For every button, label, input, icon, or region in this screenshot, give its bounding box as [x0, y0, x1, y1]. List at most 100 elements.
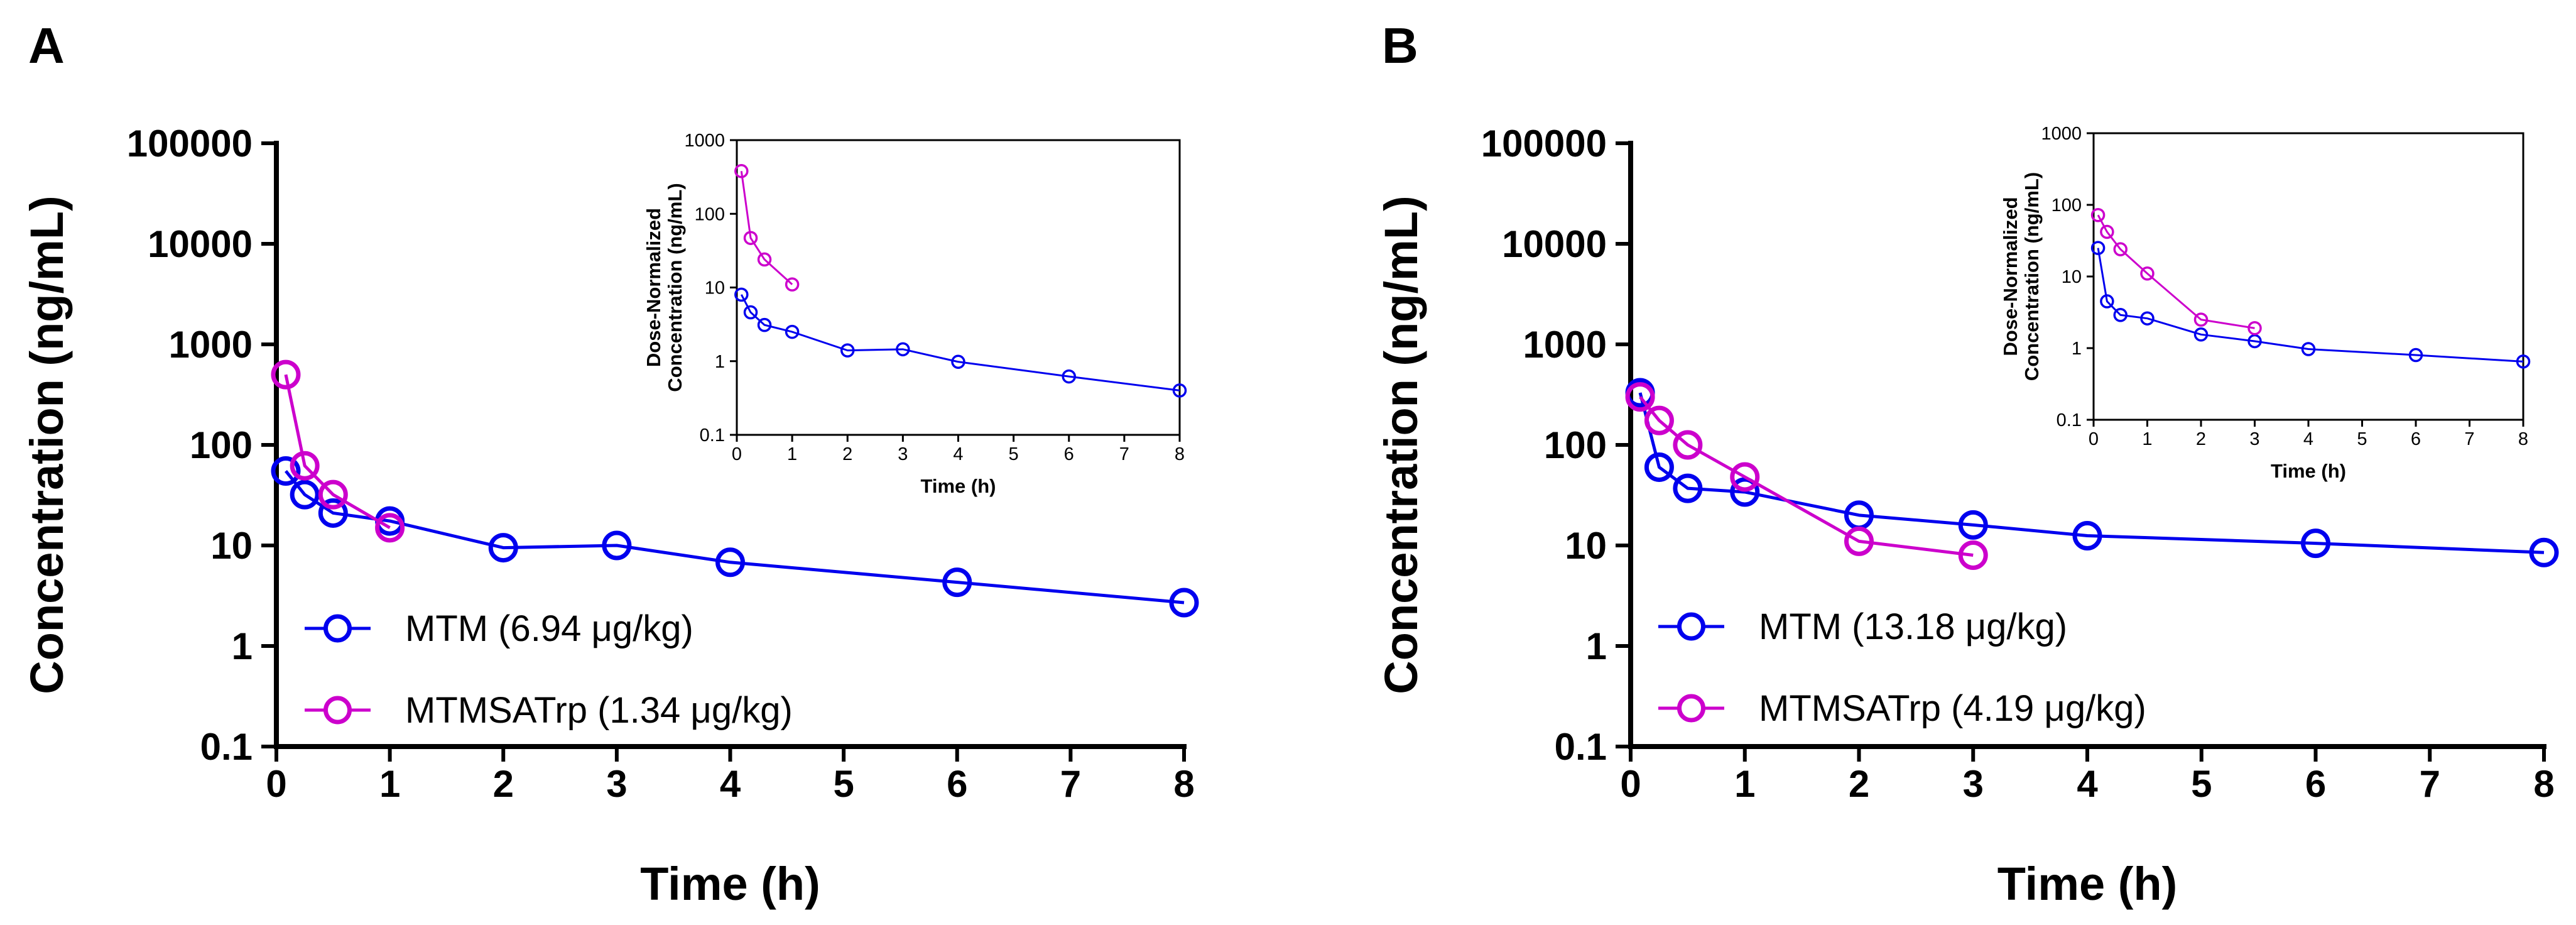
inset-data-point	[2090, 241, 2106, 255]
main-x-tick-label: 0	[266, 763, 286, 805]
inset-data-point	[2140, 311, 2155, 326]
inset-series-line-1	[2097, 214, 2255, 329]
inset-data-point	[2113, 242, 2128, 256]
main-y-tick-label: 1000	[1523, 324, 1607, 366]
inset-x-tick-label: 1	[787, 444, 797, 464]
inset-y-tick-label: 1	[715, 352, 725, 372]
main-series-line-1	[284, 374, 391, 529]
x-axis-label: Time (h)	[1997, 858, 2177, 910]
inset-y-tick-label: 0.1	[700, 425, 725, 446]
main-series-line-1	[1639, 396, 1974, 557]
inset-data-point	[2113, 308, 2128, 322]
main-data-point	[1673, 473, 1703, 503]
main-y-tick-label: 1000	[169, 324, 253, 366]
inset-data-point	[743, 231, 758, 245]
inset-x-tick-label: 2	[2196, 429, 2206, 449]
main-y-tick-label: 10	[210, 525, 253, 567]
main-y-tick-label: 1	[1586, 625, 1607, 667]
inset-y-axis-label: Dose-Normalized	[643, 208, 665, 367]
inset-x-tick-label: 3	[898, 444, 908, 464]
main-data-point	[375, 513, 405, 543]
inset-y-axis-label: Concentration (ng/mL)	[664, 183, 686, 391]
inset-x-tick-label: 0	[732, 444, 742, 464]
main-data-point	[1169, 588, 1199, 618]
main-series-line-0	[1638, 392, 2545, 554]
main-y-tick-label: 0.1	[200, 726, 253, 768]
main-x-tick-label: 5	[833, 763, 854, 805]
main-data-point	[1644, 405, 1674, 435]
main-y-tick-label: 0.1	[1555, 726, 1607, 768]
inset-x-tick-label: 0	[2089, 429, 2099, 449]
main-x-tick-label: 7	[1060, 763, 1081, 805]
main-x-tick-label: 8	[1173, 763, 1194, 805]
inset-series-line-0	[740, 294, 1180, 391]
inset-data-point	[785, 277, 800, 292]
inset-data-point	[2193, 327, 2209, 342]
y-axis-label: Concentration (ng/mL)	[21, 195, 73, 694]
legend-label: MTM (6.94 μg/kg)	[405, 608, 693, 649]
main-data-point	[318, 498, 348, 528]
inset-data-point	[951, 354, 965, 369]
main-data-point	[2301, 528, 2330, 559]
inset-x-axis-label: Time (h)	[2271, 460, 2346, 482]
main-y-tick-label: 100000	[127, 123, 253, 165]
inset-data-point	[2140, 266, 2155, 281]
main-data-point	[1673, 430, 1703, 460]
main-data-point	[2529, 537, 2559, 567]
inset-data-point	[734, 287, 749, 302]
inset-x-tick-label: 7	[2464, 429, 2474, 449]
inset-x-tick-label: 8	[2518, 429, 2528, 449]
inset-x-tick-label: 5	[2357, 429, 2367, 449]
inset-data-point	[2100, 294, 2114, 309]
inset-x-tick-label: 3	[2249, 429, 2259, 449]
panel-label: B	[1382, 18, 1418, 74]
inset-y-tick-label: 1	[2072, 339, 2082, 359]
inset-frame	[2092, 132, 2524, 421]
inset-data-point	[1172, 383, 1187, 398]
main-data-point	[2072, 520, 2102, 550]
main-data-point	[1958, 510, 1988, 540]
main-x-tick-label: 2	[493, 763, 514, 805]
inset-data-point	[896, 342, 910, 357]
main-y-tick-label: 10000	[148, 223, 253, 265]
legend: MTM (6.94 μg/kg) MTMSATrp (1.34 μg/kg)	[305, 608, 793, 731]
inset-data-point	[734, 164, 749, 178]
inset-y-axis-label: Concentration (ng/mL)	[2021, 172, 2043, 381]
main-x-tick-label: 7	[2420, 763, 2440, 805]
inset-x-tick-label: 6	[1064, 444, 1074, 464]
main-data-point	[271, 456, 301, 486]
inset-data-point	[2090, 208, 2106, 222]
inset-y-tick-label: 100	[2052, 195, 2082, 216]
inset-y-axis-label: Dose-Normalized	[1999, 197, 2021, 356]
inset-plot: 0 1 2 3 4 5 6 7 8 0.1 1 10 100 1000 Time (h) Dose-Norma…	[643, 131, 1187, 497]
inset-x-tick-label: 2	[842, 444, 852, 464]
legend-marker	[1677, 694, 1705, 723]
inset-series-line-1	[740, 171, 793, 285]
inset-y-tick-label: 10	[705, 278, 725, 298]
main-y-tick-label: 10000	[1502, 223, 1607, 265]
main-x-tick-label: 4	[2077, 763, 2098, 805]
inset-y-tick-label: 1000	[684, 131, 725, 151]
main-x-tick-label: 0	[1620, 763, 1641, 805]
main-data-point	[290, 451, 320, 481]
x-axis-label: Time (h)	[640, 858, 820, 910]
inset-data-point	[785, 324, 800, 339]
inset-data-point	[2301, 342, 2316, 356]
inset-data-point	[2247, 320, 2262, 336]
main-x-tick-label: 1	[379, 763, 400, 805]
inset-data-point	[743, 305, 758, 320]
main-x-tick-label: 8	[2533, 763, 2554, 805]
panel-label: A	[28, 18, 65, 74]
inset-data-point	[2193, 312, 2209, 327]
inset-x-tick-label: 7	[1119, 444, 1129, 464]
main-data-point	[1730, 462, 1760, 492]
inset-data-point	[2408, 348, 2423, 363]
inset-frame	[736, 139, 1181, 436]
main-series-line-0	[285, 469, 1185, 605]
inset-x-tick-label: 1	[2142, 429, 2152, 449]
main-x-tick-label: 6	[2305, 763, 2326, 805]
legend-label: MTMSATrp (4.19 μg/kg)	[1759, 688, 2146, 729]
